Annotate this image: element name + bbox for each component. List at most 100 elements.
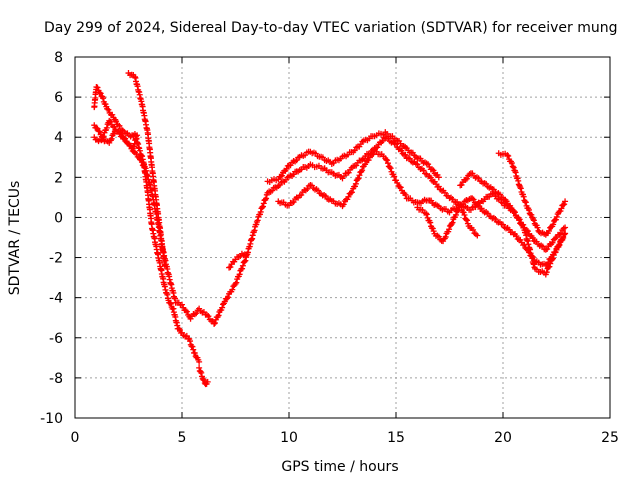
data-point xyxy=(187,338,194,345)
data-point xyxy=(204,378,211,385)
y-tick-label: -8 xyxy=(49,371,63,387)
data-point xyxy=(105,106,112,113)
data-point xyxy=(558,205,565,212)
data-point xyxy=(435,233,442,240)
data-point xyxy=(396,183,403,190)
data-point xyxy=(96,89,103,96)
data-point xyxy=(553,213,560,220)
data-point xyxy=(474,232,481,239)
data-point xyxy=(559,236,566,243)
data-point xyxy=(94,84,101,91)
data-points xyxy=(91,70,569,388)
data-point xyxy=(449,219,456,226)
y-tick-label: -4 xyxy=(49,291,63,307)
data-point xyxy=(522,199,529,206)
data-point xyxy=(458,181,465,188)
data-point xyxy=(414,161,421,168)
data-point xyxy=(552,216,559,223)
data-point xyxy=(263,195,270,202)
data-point xyxy=(504,152,511,159)
data-point xyxy=(529,234,536,241)
data-point xyxy=(97,90,104,97)
y-tick-label: -10 xyxy=(40,411,63,427)
tick-labels: 0 5 10 15 20 25 -10 -8 -6 -4 -2 0 2 4 6 8 xyxy=(40,50,619,446)
data-point xyxy=(236,271,243,278)
data-point xyxy=(387,165,394,172)
axis-ticks xyxy=(74,56,611,419)
data-point xyxy=(227,264,234,271)
y-tick-label: 2 xyxy=(54,170,63,186)
data-point xyxy=(544,246,551,253)
data-point xyxy=(429,177,436,184)
data-point xyxy=(241,258,248,265)
data-point xyxy=(470,196,477,203)
data-point xyxy=(106,117,113,124)
data-point xyxy=(547,260,554,267)
data-point xyxy=(448,220,455,227)
data-point xyxy=(161,262,168,269)
data-point xyxy=(345,193,352,200)
data-point xyxy=(560,225,567,232)
data-point xyxy=(549,239,556,246)
data-point xyxy=(103,124,110,131)
data-point xyxy=(122,135,129,142)
data-point xyxy=(191,349,198,356)
y-tick-label: -6 xyxy=(49,331,63,347)
data-point xyxy=(243,252,250,259)
plot-frame xyxy=(74,56,611,419)
data-point xyxy=(472,231,479,238)
data-point xyxy=(402,191,409,198)
data-point xyxy=(260,203,267,210)
data-point xyxy=(96,128,103,135)
y-tick-label: 0 xyxy=(54,210,63,226)
data-point xyxy=(362,161,369,168)
data-point xyxy=(560,201,567,208)
data-point xyxy=(513,232,520,239)
data-point xyxy=(514,236,521,243)
y-tick-label: -2 xyxy=(49,251,63,267)
data-point xyxy=(233,279,240,286)
data-point xyxy=(352,180,359,187)
data-point xyxy=(397,184,404,191)
data-point xyxy=(229,286,236,293)
data-point xyxy=(239,265,246,272)
data-point xyxy=(219,304,226,311)
y-tick-label: 4 xyxy=(54,130,63,146)
data-point xyxy=(136,147,143,154)
data-point xyxy=(104,105,111,112)
data-point xyxy=(196,358,203,365)
data-point xyxy=(211,320,218,327)
data-point xyxy=(435,174,442,181)
x-tick-label: 20 xyxy=(494,430,512,446)
data-point xyxy=(550,221,557,228)
data-point xyxy=(549,256,556,263)
data-point xyxy=(107,118,114,125)
data-point xyxy=(509,163,516,170)
data-point xyxy=(425,161,432,168)
x-tick-label: 25 xyxy=(601,430,619,446)
data-point xyxy=(398,147,405,154)
data-point xyxy=(558,237,565,244)
data-point xyxy=(198,369,205,376)
y-axis-label: SDTVAR / TECUs xyxy=(7,181,23,296)
data-point xyxy=(100,95,107,102)
x-tick-label: 0 xyxy=(71,430,80,446)
data-point xyxy=(138,159,145,166)
data-point xyxy=(562,224,569,231)
data-point xyxy=(384,157,391,164)
data-point xyxy=(113,118,120,125)
x-tick-label: 10 xyxy=(280,430,298,446)
data-point xyxy=(134,132,141,139)
data-point xyxy=(355,175,362,182)
data-point xyxy=(446,226,453,233)
data-point xyxy=(422,210,429,217)
data-point xyxy=(463,216,470,223)
chart-title: Day 299 of 2024, Sidereal Day-to-day VTE… xyxy=(44,20,618,36)
data-point xyxy=(259,204,266,211)
data-point xyxy=(182,307,189,314)
data-point xyxy=(239,262,246,269)
data-point xyxy=(167,300,174,307)
data-point xyxy=(427,219,434,226)
data-point xyxy=(384,160,391,167)
